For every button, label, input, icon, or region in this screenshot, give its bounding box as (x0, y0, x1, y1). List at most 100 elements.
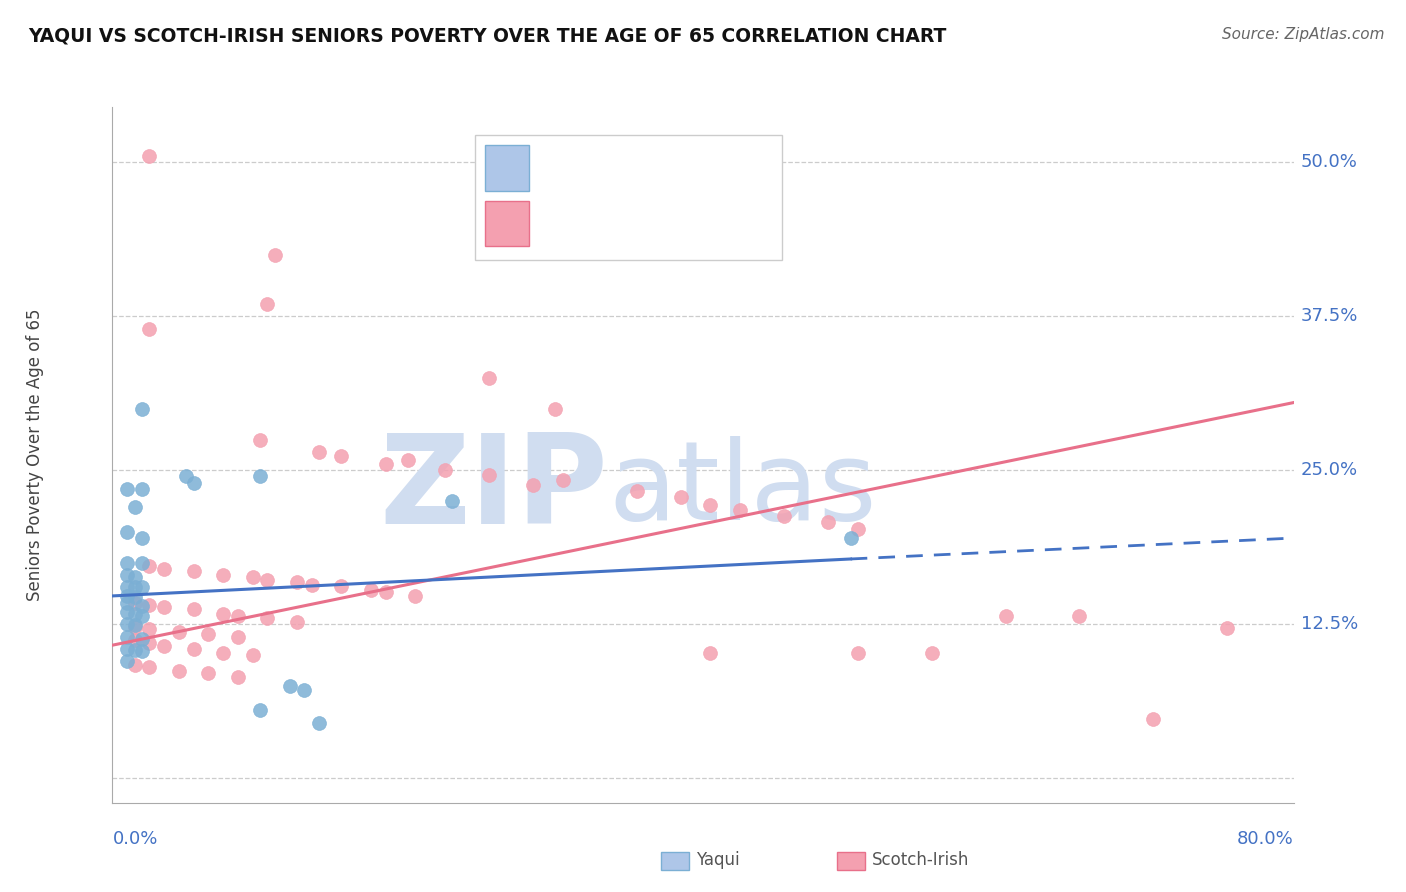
Point (433, 463, 456, 477)
Point (117, 605, 138, 619)
Point (124, 590, 146, 604)
Point (699, 498, 721, 512)
Point (131, 608, 153, 623)
Point (226, 670, 249, 684)
FancyBboxPatch shape (485, 201, 530, 246)
Point (301, 578, 323, 592)
Point (212, 646, 235, 660)
Point (197, 666, 219, 681)
FancyBboxPatch shape (475, 135, 782, 260)
Point (846, 523, 869, 537)
Point (117, 654, 138, 668)
Point (183, 564, 205, 578)
Point (124, 580, 146, 594)
Point (308, 715, 330, 730)
Point (117, 568, 138, 582)
Point (478, 371, 501, 385)
Point (117, 630, 138, 644)
Point (330, 449, 353, 463)
Point (278, 679, 301, 693)
Point (817, 515, 839, 529)
Point (131, 580, 153, 594)
Point (404, 589, 426, 603)
Point (167, 664, 190, 678)
Text: Yaqui: Yaqui (696, 851, 740, 869)
Text: ZIP: ZIP (380, 429, 609, 550)
Point (669, 491, 692, 505)
Text: 37.5%: 37.5% (1301, 308, 1358, 326)
Point (551, 473, 574, 487)
Point (131, 401, 153, 416)
FancyBboxPatch shape (485, 145, 530, 191)
Point (846, 646, 869, 660)
Point (117, 589, 138, 603)
Point (138, 559, 160, 574)
Point (124, 618, 146, 632)
Point (153, 640, 176, 654)
Point (1216, 621, 1239, 635)
Text: N = 65: N = 65 (654, 215, 718, 233)
Point (124, 633, 146, 648)
Point (131, 531, 153, 545)
Text: 50.0%: 50.0% (1301, 153, 1357, 171)
Point (117, 482, 138, 496)
Point (183, 475, 205, 490)
Point (138, 636, 160, 650)
Point (396, 453, 419, 467)
Point (167, 624, 190, 639)
Text: Source: ZipAtlas.com: Source: ZipAtlas.com (1222, 27, 1385, 42)
Point (226, 630, 249, 644)
Point (124, 657, 146, 672)
Point (183, 602, 205, 616)
Point (117, 617, 138, 632)
Point (374, 585, 396, 599)
Point (1069, 608, 1091, 623)
Point (478, 468, 501, 483)
Text: R = 0.058: R = 0.058 (547, 159, 643, 177)
Point (131, 644, 153, 658)
Point (773, 508, 796, 523)
Point (153, 562, 176, 576)
Point (728, 502, 751, 516)
Point (124, 620, 146, 634)
Point (131, 556, 153, 570)
Point (264, 248, 287, 262)
Point (117, 596, 138, 610)
Text: 12.5%: 12.5% (1301, 615, 1358, 633)
Point (124, 607, 146, 622)
Point (699, 646, 721, 660)
Text: 80.0%: 80.0% (1237, 830, 1294, 847)
Point (1142, 712, 1164, 726)
Point (138, 622, 160, 636)
Point (249, 433, 271, 447)
Point (117, 556, 138, 570)
Point (212, 607, 235, 622)
Point (138, 660, 160, 674)
Point (308, 445, 330, 459)
Point (124, 500, 146, 515)
Text: atlas: atlas (609, 436, 877, 543)
Text: R = 0.339: R = 0.339 (547, 215, 643, 233)
Point (242, 648, 264, 662)
Point (212, 568, 235, 582)
Point (256, 573, 278, 587)
Point (544, 401, 567, 416)
Text: YAQUI VS SCOTCH-IRISH SENIORS POVERTY OVER THE AGE OF 65 CORRELATION CHART: YAQUI VS SCOTCH-IRISH SENIORS POVERTY OV… (28, 27, 946, 45)
Point (285, 575, 308, 590)
Point (124, 643, 146, 657)
Point (374, 457, 396, 471)
Point (330, 579, 353, 593)
Point (249, 469, 271, 483)
Point (138, 321, 160, 335)
Point (522, 478, 544, 492)
Point (285, 615, 308, 629)
Point (117, 580, 138, 594)
Point (174, 469, 197, 483)
Point (360, 582, 382, 597)
Point (124, 570, 146, 584)
Point (131, 599, 153, 613)
Point (292, 682, 315, 697)
Point (441, 494, 464, 508)
Text: Seniors Poverty Over the Age of 65: Seniors Poverty Over the Age of 65 (27, 309, 44, 601)
Point (626, 484, 648, 499)
